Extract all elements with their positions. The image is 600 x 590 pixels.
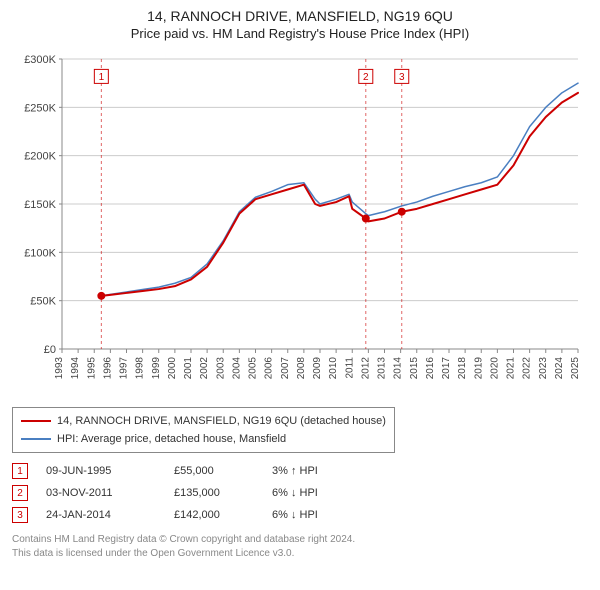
svg-text:1: 1 (99, 72, 105, 83)
svg-text:2002: 2002 (199, 357, 210, 380)
legend-item: HPI: Average price, detached house, Mans… (21, 430, 386, 448)
footnote-line2: This data is licensed under the Open Gov… (12, 547, 588, 561)
svg-text:2018: 2018 (457, 357, 468, 380)
event-row: 3 24-JAN-2014 £142,000 6% ↓ HPI (12, 507, 588, 523)
event-pct: 3% ↑ HPI (272, 465, 392, 477)
svg-text:2003: 2003 (215, 357, 226, 380)
chart-container: 14, RANNOCH DRIVE, MANSFIELD, NG19 6QU P… (0, 0, 600, 590)
svg-text:£150K: £150K (24, 199, 56, 211)
svg-text:2009: 2009 (312, 357, 323, 380)
event-id-box: 1 (12, 463, 28, 479)
svg-text:1996: 1996 (102, 357, 113, 380)
svg-text:£50K: £50K (30, 296, 56, 308)
event-pct: 6% ↓ HPI (272, 487, 392, 499)
svg-text:£0: £0 (44, 344, 56, 356)
svg-text:2022: 2022 (522, 357, 533, 380)
svg-text:2020: 2020 (489, 357, 500, 380)
chart-subtitle: Price paid vs. HM Land Registry's House … (12, 26, 588, 41)
svg-text:2019: 2019 (473, 357, 484, 380)
svg-text:2: 2 (363, 72, 369, 83)
svg-text:1994: 1994 (70, 357, 81, 380)
legend: 14, RANNOCH DRIVE, MANSFIELD, NG19 6QU (… (12, 407, 395, 453)
event-price: £55,000 (174, 465, 254, 477)
event-id-box: 3 (12, 507, 28, 523)
chart-area: £0 £50K £100K £150K £200K £250K £300K 1993 1994 1… (12, 49, 588, 399)
svg-text:2014: 2014 (393, 357, 404, 380)
svg-text:£300K: £300K (24, 54, 56, 66)
svg-text:2006: 2006 (264, 357, 275, 380)
svg-text:2021: 2021 (506, 357, 517, 380)
svg-text:1993: 1993 (54, 357, 65, 380)
event-pct: 6% ↓ HPI (272, 509, 392, 521)
svg-text:2000: 2000 (167, 357, 178, 380)
event-date: 24-JAN-2014 (46, 509, 156, 521)
legend-swatch (21, 420, 51, 422)
svg-text:2001: 2001 (183, 357, 194, 380)
svg-text:2007: 2007 (280, 357, 291, 380)
svg-text:2005: 2005 (248, 357, 259, 380)
legend-label: HPI: Average price, detached house, Mans… (57, 430, 286, 448)
legend-item: 14, RANNOCH DRIVE, MANSFIELD, NG19 6QU (… (21, 412, 386, 430)
svg-text:2023: 2023 (538, 357, 549, 380)
event-row: 1 09-JUN-1995 £55,000 3% ↑ HPI (12, 463, 588, 479)
svg-text:£100K: £100K (24, 247, 56, 259)
footnote: Contains HM Land Registry data © Crown c… (12, 533, 588, 560)
svg-text:2008: 2008 (296, 357, 307, 380)
event-date: 09-JUN-1995 (46, 465, 156, 477)
legend-label: 14, RANNOCH DRIVE, MANSFIELD, NG19 6QU (… (57, 412, 386, 430)
event-id-box: 2 (12, 485, 28, 501)
svg-text:2024: 2024 (554, 357, 565, 380)
event-date: 03-NOV-2011 (46, 487, 156, 499)
line-chart: £0 £50K £100K £150K £200K £250K £300K 1993 1994 1… (12, 49, 588, 399)
event-list: 1 09-JUN-1995 £55,000 3% ↑ HPI 2 03-NOV-2011 £… (12, 463, 588, 523)
svg-text:3: 3 (399, 72, 405, 83)
event-price: £142,000 (174, 509, 254, 521)
footnote-line1: Contains HM Land Registry data © Crown c… (12, 533, 588, 547)
svg-text:2015: 2015 (409, 357, 420, 380)
svg-text:2012: 2012 (360, 357, 371, 380)
event-price: £135,000 (174, 487, 254, 499)
svg-text:2010: 2010 (328, 357, 339, 380)
legend-swatch (21, 438, 51, 440)
chart-title: 14, RANNOCH DRIVE, MANSFIELD, NG19 6QU (12, 8, 588, 24)
svg-text:1999: 1999 (151, 357, 162, 380)
svg-text:2016: 2016 (425, 357, 436, 380)
svg-text:2017: 2017 (441, 357, 452, 380)
svg-text:£200K: £200K (24, 151, 56, 163)
svg-text:1995: 1995 (86, 357, 97, 380)
svg-text:£250K: £250K (24, 102, 56, 114)
svg-text:2011: 2011 (344, 357, 355, 379)
svg-text:2013: 2013 (377, 357, 388, 380)
svg-text:1998: 1998 (135, 357, 146, 380)
event-row: 2 03-NOV-2011 £135,000 6% ↓ HPI (12, 485, 588, 501)
svg-text:2004: 2004 (231, 357, 242, 380)
svg-text:1997: 1997 (119, 357, 130, 380)
svg-text:2025: 2025 (570, 357, 581, 380)
